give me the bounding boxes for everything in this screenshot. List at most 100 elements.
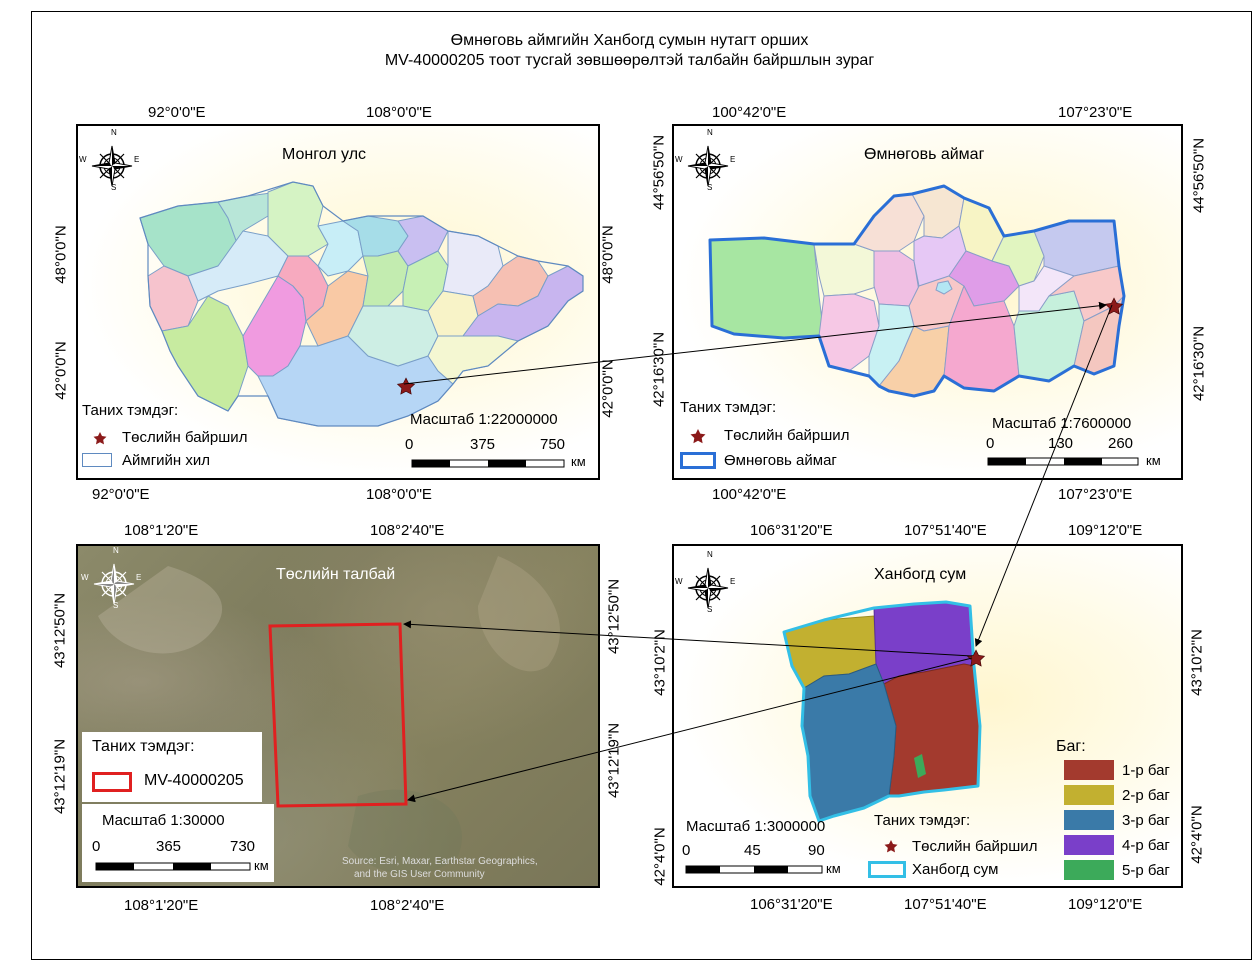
tick-left-1: 44°56'50"N [650, 134, 668, 211]
tick-left-2: 42°0'0"N [52, 341, 70, 400]
tick-bottom-3: 109°12'0"E [1068, 896, 1143, 913]
scale-label: Масштаб 1:30000 [102, 812, 225, 829]
scale-label: Масштаб 1:7600000 [992, 415, 1132, 432]
compass-s-label: S [707, 183, 713, 192]
bag-1-swatch [1064, 760, 1114, 780]
scale-tick-0: 0 [986, 435, 995, 452]
scale-tick-1: 45 [744, 842, 761, 859]
tick-bottom-1: 106°31'20"E [750, 896, 833, 913]
compass-s-label: S [113, 601, 119, 610]
compass-s-label: S [707, 605, 713, 614]
legend-boundary-swatch [868, 861, 906, 878]
tick-left-2: 42°4'0"N [651, 827, 669, 886]
panel-title: Өмнөговь аймаг [864, 146, 985, 163]
tick-bottom-1: 100°42'0"E [712, 486, 787, 503]
tick-right-2: 42°4'0"N [1188, 805, 1206, 864]
map-title-line1: Өмнөговь аймгийн Ханбогд сумын нутагт ор… [450, 32, 809, 49]
tick-left-2: 42°16'30"N [650, 331, 668, 408]
compass-e-label: E [134, 155, 140, 164]
bag-2-label: 2-р баг [1122, 787, 1170, 804]
imagery-source-line2: and the GIS User Community [354, 869, 485, 880]
tick-right-2: 43°12'19"N [605, 722, 623, 799]
bag-3-swatch [1064, 810, 1114, 830]
compass-s-label: S [111, 183, 117, 192]
site-satellite-panel: N S E W Төслийн талбай Таних тэмдэг: MV-… [76, 544, 600, 888]
tick-left-1: 48°0'0"N [52, 225, 70, 284]
tick-left-2: 43°12'19"N [51, 738, 69, 815]
compass-w-label: W [81, 573, 89, 582]
legend-project-label: Төслийн байршил [724, 427, 850, 444]
tick-top-1: 106°31'20"E [750, 522, 833, 539]
compass-n-label: N [707, 550, 713, 559]
legend-boundary-swatch [82, 453, 112, 467]
tick-top-2: 107°51'40"E [904, 522, 987, 539]
tick-bottom-1: 92°0'0"E [92, 486, 150, 503]
scale-tick-1: 375 [470, 436, 496, 453]
compass-n-label: N [111, 128, 117, 137]
compass-e-label: E [136, 573, 142, 582]
bag-2-swatch [1064, 785, 1114, 805]
scale-tick-2: 90 [808, 842, 825, 859]
scale-label: Масштаб 1:3000000 [686, 818, 826, 835]
legend-title: Таних тэмдэг: [82, 402, 179, 419]
legend-star-icon [690, 429, 706, 444]
legend-area-label: MV-40000205 [144, 772, 244, 789]
north-arrow-compass-icon [687, 567, 729, 609]
tick-right-2: 42°16'30"N [1190, 325, 1208, 402]
scale-tick-0: 0 [92, 838, 101, 855]
mongolia-map-panel: N S E W Монгол улс Таних тэмдэг: Төслийн… [76, 124, 600, 480]
scale-tick-2: 750 [540, 436, 566, 453]
tick-bottom-2: 108°2'40"E [370, 897, 445, 914]
scale-bar [685, 865, 823, 874]
legend-area-swatch [92, 772, 132, 792]
scale-tick-1: 130 [1048, 435, 1074, 452]
scale-tick-2: 260 [1108, 435, 1134, 452]
tick-top-1: 92°0'0"E [148, 104, 206, 121]
tick-top-2: 108°2'40"E [370, 522, 445, 539]
compass-w-label: W [675, 577, 683, 586]
tick-bottom-1: 108°1'20"E [124, 897, 199, 914]
compass-w-label: W [675, 155, 683, 164]
map-title-line2: MV-40000205 тоот тусгай зөвшөөрөлтэй тал… [384, 52, 875, 69]
scale-tick-2: 730 [230, 838, 256, 855]
scale-label: Масштаб 1:22000000 [410, 411, 558, 428]
legend-project-label: Төслийн байршил [912, 838, 1038, 855]
imagery-source-line1: Source: Esri, Maxar, Earthstar Geographi… [342, 856, 538, 867]
legend-boundary-label: Аймгийн хил [122, 452, 211, 469]
tick-right-1: 48°0'0"N [599, 225, 617, 284]
scale-bar [95, 862, 251, 871]
bag-4-swatch [1064, 835, 1114, 855]
legend-title: Таних тэмдэг: [92, 738, 195, 755]
legend-title: Таних тэмдэг: [680, 399, 777, 416]
compass-w-label: W [79, 155, 87, 164]
compass-e-label: E [730, 577, 736, 586]
umnugovi-map-panel: N S E W Өмнөговь аймаг Таних тэмдэг: Төс… [672, 124, 1183, 480]
scale-bar [987, 457, 1139, 466]
scale-tick-0: 0 [682, 842, 691, 859]
tick-right-1: 44°56'50"N [1190, 137, 1208, 214]
tick-right-2: 42°0'0"N [599, 359, 617, 418]
panel-title: Монгол улс [282, 146, 367, 163]
panel-title: Ханбогд сум [874, 566, 967, 583]
compass-n-label: N [707, 128, 713, 137]
tick-right-1: 43°10'2"N [1188, 629, 1206, 696]
bag-5-label: 5-р баг [1122, 862, 1170, 879]
legend-boundary-label: Ханбогд сум [912, 861, 999, 878]
scale-bar [411, 459, 565, 468]
tick-top-1: 108°1'20"E [124, 522, 199, 539]
legend-project-label: Төслийн байршил [122, 429, 248, 446]
tick-bottom-2: 107°51'40"E [904, 896, 987, 913]
tick-top-1: 100°42'0"E [712, 104, 787, 121]
north-arrow-compass-icon [91, 145, 133, 187]
tick-left-1: 43°12'50"N [51, 592, 69, 669]
scale-unit: км [571, 454, 586, 469]
compass-n-label: N [113, 546, 119, 555]
tick-bottom-2: 108°0'0"E [366, 486, 432, 503]
bag-3-label: 3-р баг [1122, 812, 1170, 829]
map-layout-frame [31, 11, 1252, 960]
compass-e-label: E [730, 155, 736, 164]
north-arrow-compass-icon [687, 145, 729, 187]
legend-title: Таних тэмдэг: [874, 812, 971, 829]
bag-1-label: 1-р баг [1122, 762, 1170, 779]
scale-unit: км [826, 861, 841, 876]
